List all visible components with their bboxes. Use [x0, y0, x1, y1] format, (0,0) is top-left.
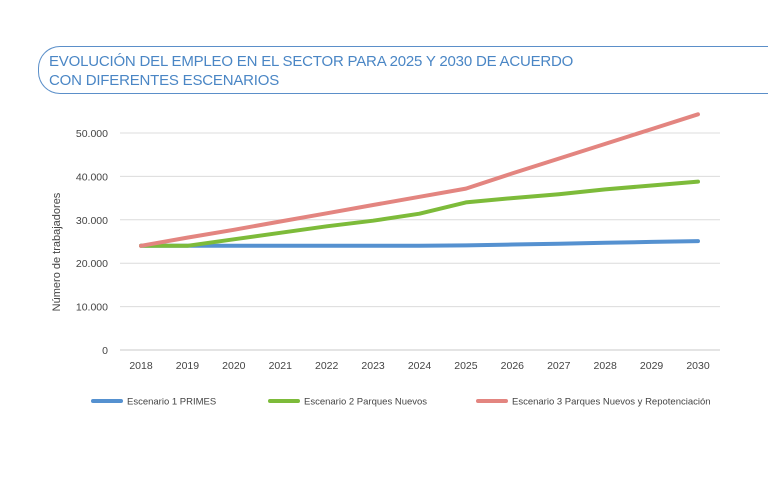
title-frame: [38, 46, 768, 94]
x-tick-label: 2023: [361, 360, 385, 372]
x-tick-label: 2028: [593, 360, 617, 372]
x-tick-label: 2025: [454, 360, 478, 372]
y-tick-label: 50.000: [76, 128, 108, 140]
series-line-3: [139, 112, 700, 248]
y-tick-label: 10.000: [76, 302, 108, 314]
legend-label: Escenario 3 Parques Nuevos y Repotenciac…: [512, 397, 711, 408]
chart-title: EVOLUCIÓN DEL EMPLEO EN EL SECTOR PARA 2…: [49, 52, 573, 90]
legend: Escenario 1 PRIMES Escenario 2 Parques Nu…: [91, 397, 711, 408]
chart-title-line-2: CON DIFERENTES ESCENARIOS: [49, 72, 280, 89]
x-tick-label: 2018: [129, 360, 153, 372]
x-tick-label: 2019: [176, 360, 200, 372]
legend-item-1: Escenario 1 PRIMES: [91, 397, 216, 408]
x-tick-label: 2024: [408, 360, 432, 372]
x-tick-label: 2021: [269, 360, 293, 372]
y-axis-ticks: 0 10.000 20.000 30.000 40.000 50.000: [76, 128, 108, 357]
x-axis-ticks: 2018 2019 2020 2021 2022 2023 2024 2025 2026 2027…: [129, 360, 710, 372]
x-tick-label: 2020: [222, 360, 246, 372]
series-line-1: [139, 239, 700, 248]
y-tick-label: 40.000: [76, 171, 108, 183]
legend-label: Escenario 1 PRIMES: [127, 397, 216, 408]
x-tick-label: 2029: [640, 360, 664, 372]
x-tick-label: 2030: [686, 360, 710, 372]
x-tick-label: 2027: [547, 360, 571, 372]
series-lines: [139, 112, 700, 248]
legend-item-2: Escenario 2 Parques Nuevos: [268, 397, 427, 408]
y-tick-label: 30.000: [76, 215, 108, 227]
y-axis-label: Número de trabajadores: [51, 192, 63, 311]
x-tick-label: 2026: [501, 360, 525, 372]
chart-title-line-1: EVOLUCIÓN DEL EMPLEO EN EL SECTOR PARA 2…: [49, 53, 574, 70]
y-tick-label: 0: [102, 345, 108, 357]
x-tick-label: 2022: [315, 360, 339, 372]
y-tick-label: 20.000: [76, 258, 108, 270]
gridlines: [120, 132, 720, 351]
legend-label: Escenario 2 Parques Nuevos: [304, 397, 427, 408]
legend-item-3: Escenario 3 Parques Nuevos y Repotenciac…: [476, 397, 711, 408]
series-line-2: [139, 179, 700, 248]
